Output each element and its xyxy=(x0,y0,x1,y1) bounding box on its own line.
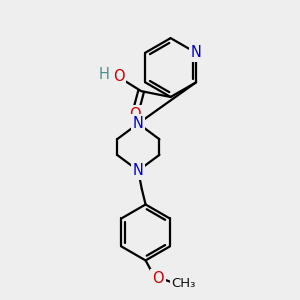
Text: N: N xyxy=(133,163,144,178)
Text: H: H xyxy=(98,68,109,82)
Text: CH₃: CH₃ xyxy=(172,278,196,290)
Text: O: O xyxy=(130,107,141,122)
Text: N: N xyxy=(191,45,202,60)
Text: O: O xyxy=(113,69,124,84)
Text: N: N xyxy=(133,116,144,131)
Text: O: O xyxy=(152,271,164,286)
